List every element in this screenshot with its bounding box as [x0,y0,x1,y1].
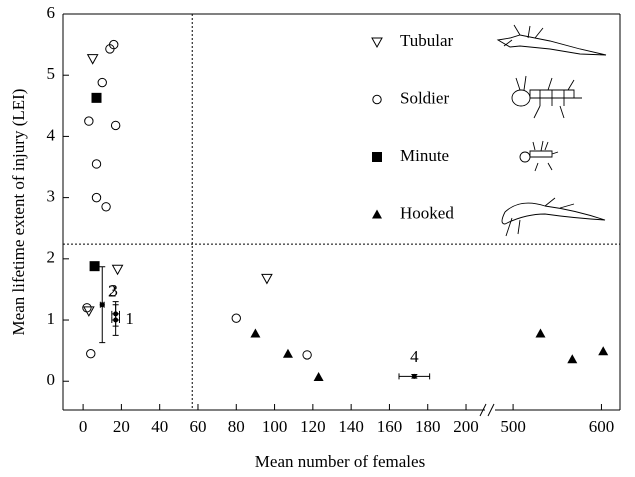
legend-label: Soldier [400,88,449,107]
data-point [86,54,99,65]
x-tick-label: 20 [113,417,130,436]
x-tick-label: 180 [415,417,441,436]
data-point [84,116,94,126]
data-point [101,202,111,212]
data-point [113,311,119,317]
y-tick-label: 4 [47,125,56,144]
legend-marker [372,209,382,219]
point-label: 1 [125,309,134,328]
data-point [91,92,102,103]
y-tick-label: 1 [47,309,56,328]
data-point [261,273,273,285]
data-point [97,77,107,88]
data-point [282,348,293,358]
data-point [598,346,609,356]
data-point [99,302,105,308]
y-tick-label: 0 [47,370,56,389]
x-tick-label: 200 [453,417,479,436]
legend-label: Hooked [400,203,454,222]
x-tick-label: 80 [228,417,245,436]
x-tick-label: 600 [589,417,615,436]
legend-label: Tubular [400,31,454,50]
x-tick-label: 100 [262,417,288,436]
x-tick-label: 60 [189,417,206,436]
y-tick-label: 5 [47,64,56,83]
data-point [91,159,102,169]
data-point [535,328,546,338]
data-point [567,354,578,364]
x-tick-label: 120 [300,417,326,436]
data-point [231,313,241,323]
point-label: 3 [109,281,118,300]
x-tick-label: 160 [377,417,403,436]
data-point [82,303,92,313]
data-point [411,373,417,379]
point-label: 2 [108,282,117,301]
legend-label: Minute [400,146,449,165]
x-tick-label: 500 [500,417,526,436]
legend-marker [372,94,382,105]
x-tick-label: 0 [79,417,88,436]
y-tick-label: 2 [47,248,56,267]
data-point [86,348,96,359]
data-point [302,350,312,360]
data-point [110,120,121,131]
y-axis-label: Mean lifetime extent of injury (LEI) [9,89,28,336]
data-point [82,306,95,317]
y-tick-label: 6 [47,3,56,22]
data-point [313,371,324,381]
data-point [91,192,102,203]
data-point [250,328,261,338]
data-point [89,261,100,272]
data-point [111,264,124,276]
y-tick-label: 3 [47,187,56,206]
legend-marker [371,37,383,49]
legend-marker [372,152,382,162]
x-axis-label: Mean number of females [255,452,425,471]
legend-drawings [496,24,607,237]
axis-break [479,403,487,417]
axis-break [487,403,495,417]
data-point [105,44,115,54]
x-tick-label: 40 [151,417,168,436]
point-label: 4 [410,347,419,366]
x-tick-label: 140 [338,417,364,436]
